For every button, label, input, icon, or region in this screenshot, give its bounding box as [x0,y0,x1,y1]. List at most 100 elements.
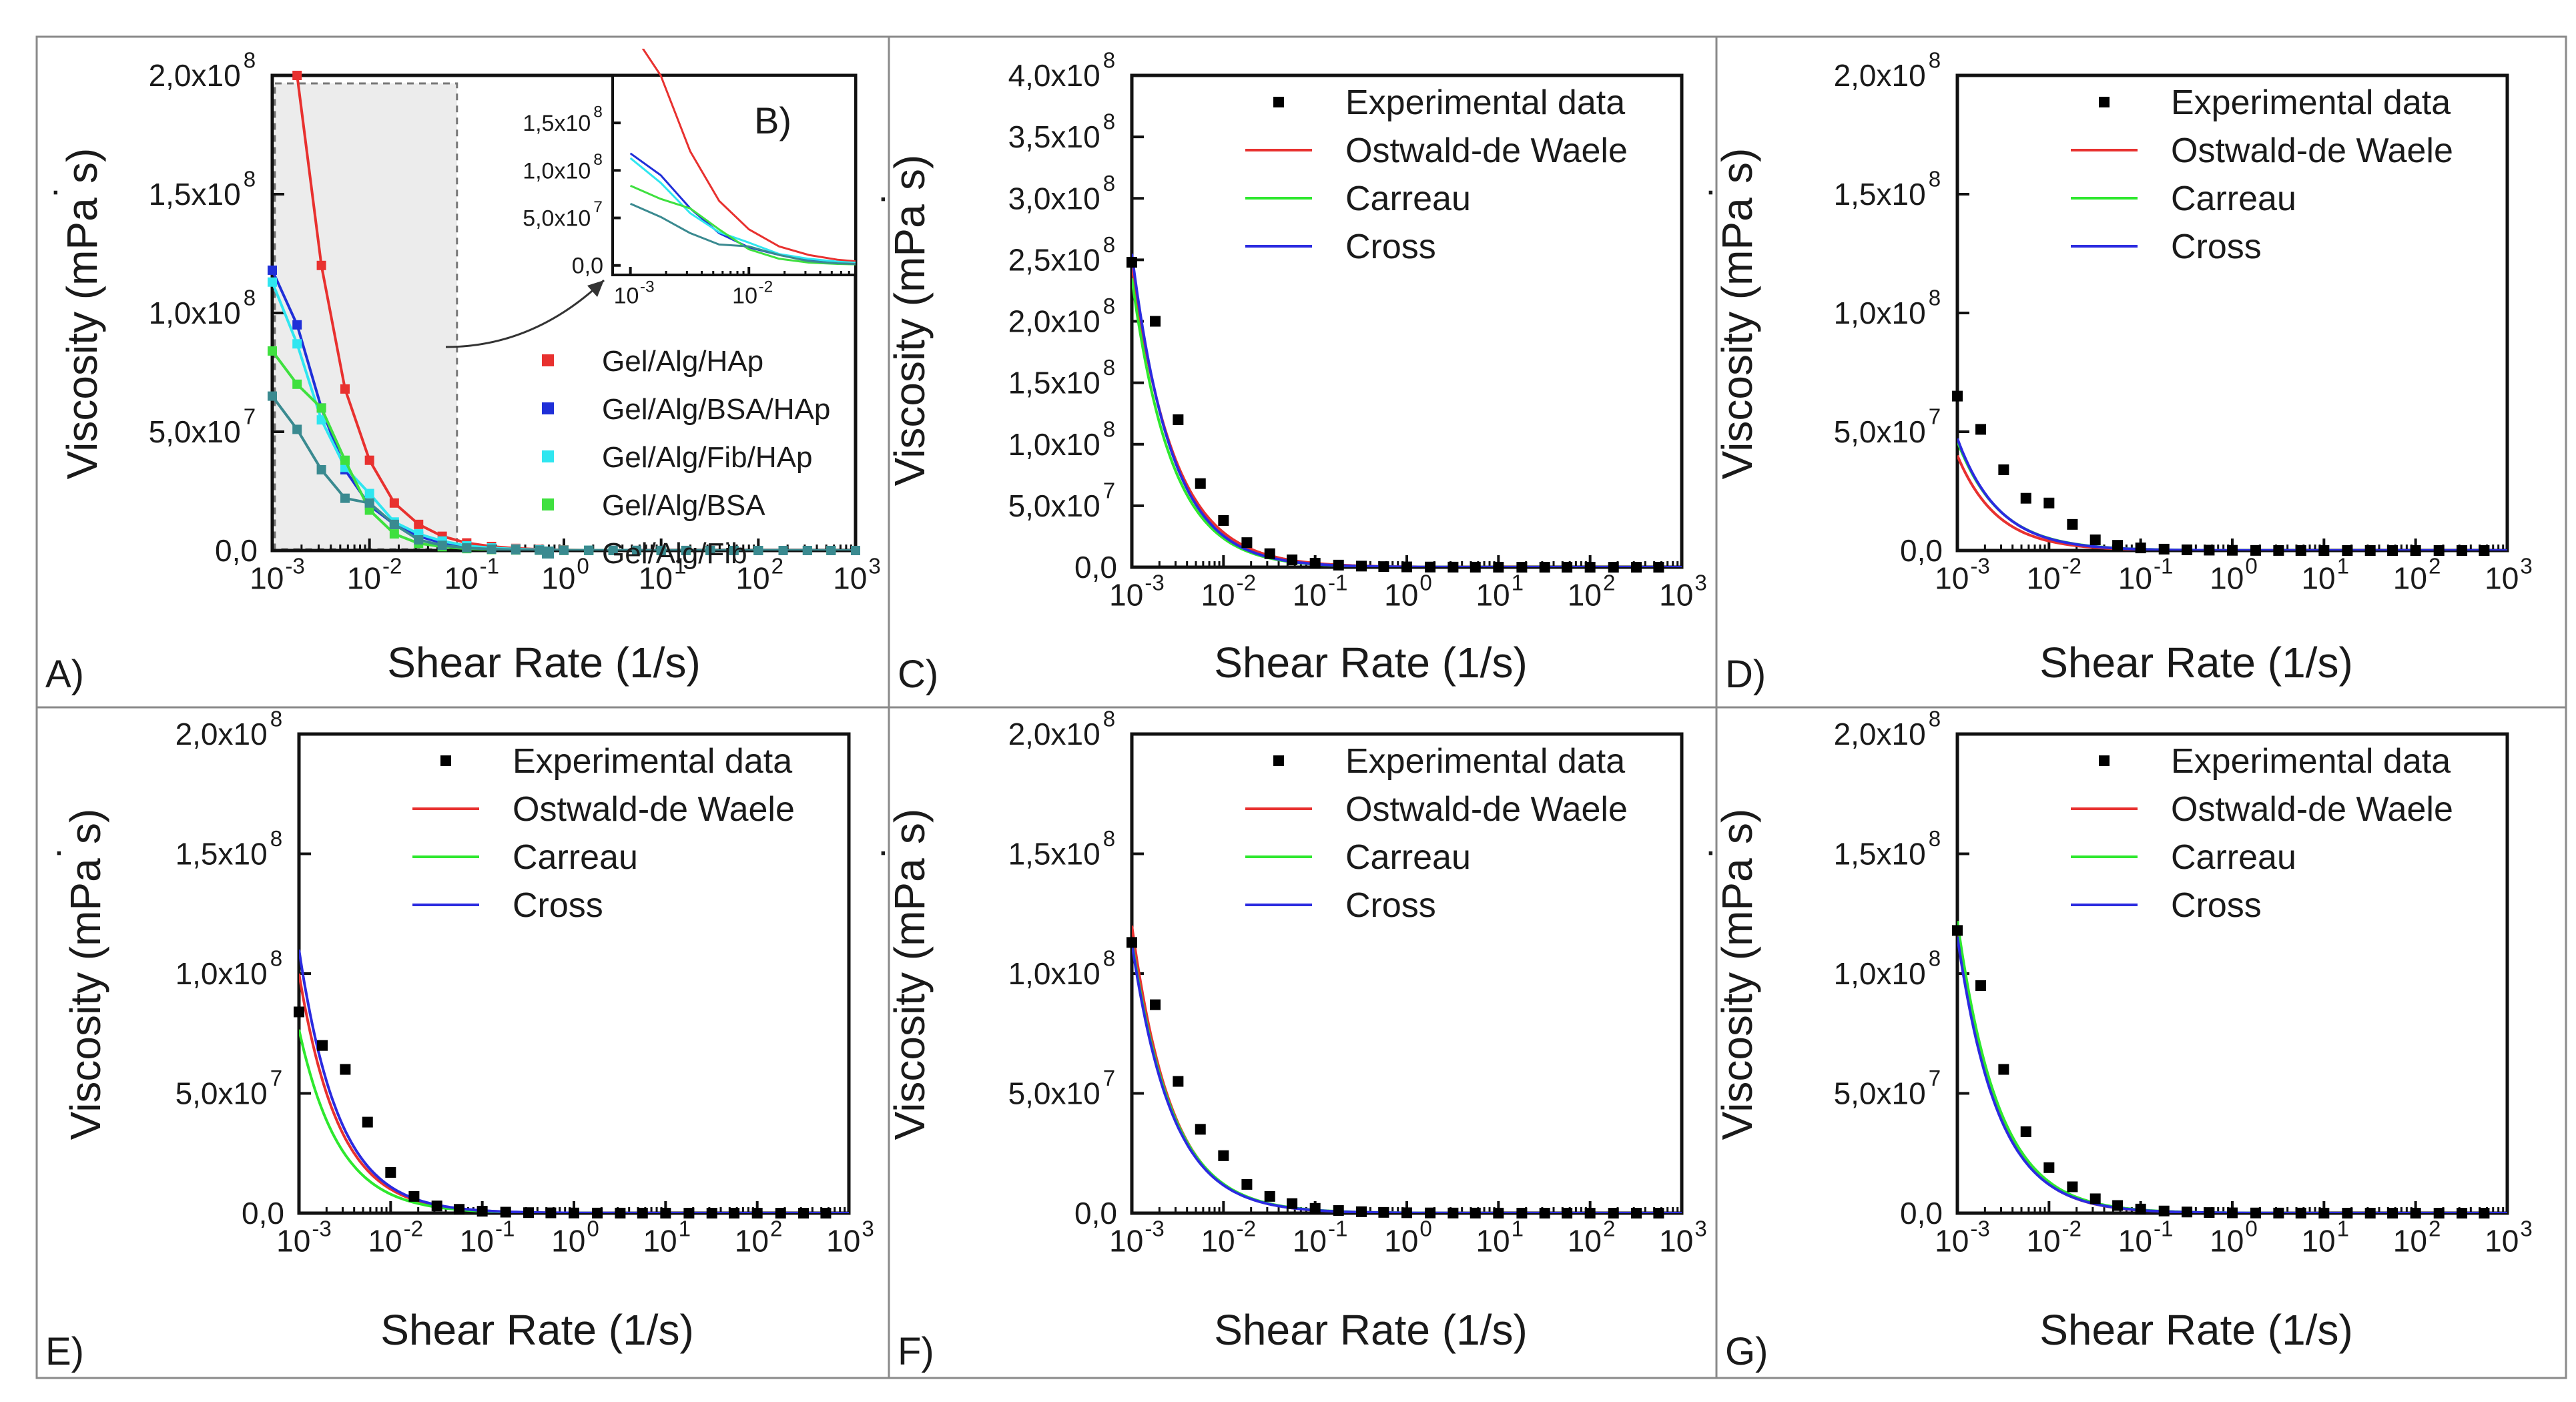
panel-e-ytick-exp: 8 [270,707,282,732]
panel-a-series-point [705,545,715,555]
panel-f-xtick-exp: -1 [1328,1217,1347,1242]
panel-f-x-axis-title: Shear Rate (1/s) [1214,1306,1528,1354]
panel-f-experimental-point [1309,1202,1321,1214]
panel-d-experimental-point [1975,424,1987,435]
panel-a-legend-marker [542,402,554,414]
panel-f-legend-label: Ostwald-de Waele [1345,790,1628,829]
panel-e-legend-label: Cross [513,886,603,925]
panel-f-ytick-exp: 8 [1103,707,1115,732]
panel-f-experimental-point [1493,1207,1504,1218]
panel-c-panel-label: C) [898,653,938,696]
panel-b-ytick-label: 1,5x10 [523,111,591,136]
panel-c-ytick-exp: 8 [1103,356,1115,380]
panel-e-experimental-point [545,1207,557,1218]
panel-g-legend-label: Ostwald-de Waele [2171,790,2453,829]
panel-g-xtick-exp: 2 [2429,1217,2441,1242]
panel-a-series-point [340,384,350,394]
panel-d-ytick-exp: 8 [1929,49,1941,73]
panel-a-y-axis-title: Viscosity (mPa˙s) [46,148,106,480]
panel-e-legend-marker [440,755,451,766]
panel-c-xtick-exp: -3 [1145,571,1164,596]
panel-c-ytick-exp: 8 [1103,49,1115,73]
panel-f-xtick-exp: 1 [1512,1217,1524,1242]
panel-f-ytick-label: 1,5x10 [1008,837,1100,871]
panel-e-xtick-exp: 0 [587,1217,599,1242]
panel-f-xtick-label: 10 [1568,1224,1602,1259]
panel-g-experimental-point [2250,1207,2262,1218]
panel-a-series-point [584,545,594,555]
panel-a-ytick-exp: 8 [244,167,256,192]
panel-b-xtick-label: 10 [732,284,757,309]
panel-d-experimental-point [2250,545,2262,556]
panel-e-experimental-point [775,1207,786,1218]
panel-a-xtick-exp: -1 [480,555,499,579]
panel-e-ostwald-de-waele-line [299,973,849,1213]
panel-e-legend-label: Ostwald-de Waele [513,790,795,829]
panel-f-xtick-exp: 3 [1694,1217,1706,1242]
y-title-dot: ˙ [49,844,97,858]
y-title-part: Viscosity (mPa [58,198,106,479]
panel-d-xtick-exp: 2 [2429,555,2441,579]
panel-a-series-point [511,545,521,555]
panel-d: 10 -3 10 -2 10 -1 10 0 10 1 10 2 10 30,05,0x10 71,0x10… [1701,49,2533,697]
panel-f-xtick-label: 10 [1476,1224,1510,1259]
panel-a-legend-label: Gel/Alg/BSA/HAp [602,393,830,426]
panel-g-experimental-point [2182,1206,2193,1218]
panel-b-series-line [629,202,856,266]
panel-b-label: B) [754,99,791,141]
panel-b-ytick-label: 5,0x10 [523,206,591,231]
panel-e-experimental-point [569,1207,579,1218]
panel-f-experimental-point [1608,1207,1619,1218]
panel-a-series-point [414,535,424,545]
panel-f-experimental-point [1264,1190,1275,1202]
panel-a-ytick-exp: 8 [244,286,256,311]
panel-e-experimental-point [500,1206,511,1218]
panel-c-legend-label: Experimental data [1345,83,1625,122]
panel-f-experimental-point [1562,1207,1573,1218]
panel-f-legend-label: Experimental data [1345,742,1625,781]
panel-d-experimental-point [2342,545,2353,556]
panel-c-ytick-label: 3,5x10 [1008,119,1100,154]
panel-c-xtick-label: 10 [1293,578,1327,613]
y-title-part: s) [886,155,934,190]
panel-c-xtick-label: 10 [1659,578,1693,613]
panel-f-experimental-point [1447,1207,1459,1218]
panel-c-ostwald-de-waele-line [1132,264,1682,567]
panel-g-experimental-point [1952,925,1963,936]
panel-a-ytick-exp: 7 [244,405,256,430]
panel-e-xtick-label: 10 [643,1224,677,1259]
panel-f-xtick-exp: -3 [1145,1217,1164,1242]
panel-d-xtick-label: 10 [2026,561,2060,596]
panel-a-series-point [340,455,350,465]
panel-c-xtick-label: 10 [1568,578,1602,613]
panel-c-legend-label: Ostwald-de Waele [1345,131,1628,170]
panel-f-experimental-point [1333,1205,1344,1216]
panel-d-experimental-point [2043,497,2055,508]
panel-g-xtick-label: 10 [1935,1224,1969,1259]
panel-a-series-point [316,464,326,474]
panel-f-ytick-label: 5,0x10 [1008,1076,1100,1111]
panel-f-panel-label: F) [898,1330,934,1373]
panel-d-experimental-point [2067,518,2078,530]
panel-a-series-point [753,545,763,555]
panel-g-experimental-point [2135,1203,2146,1214]
panel-c-legend-label: Carreau [1345,180,1471,218]
panel-g-experimental-point [2410,1207,2421,1218]
panel-e-xtick-label: 10 [826,1224,860,1259]
panel-f-experimental-point [1631,1207,1642,1218]
panel-e-xtick-label: 10 [276,1224,310,1259]
panel-f-xtick-exp: -2 [1237,1217,1256,1242]
panel-a-series-point [535,545,545,555]
panel-a: 10 -3 10 -2 10 -1 10 0 10 1 10 2 10 30,05,0x10 71,0x10… [45,49,881,697]
y-title-part: s) [61,809,109,844]
panel-a-series-point [316,403,326,413]
panel-g-experimental-point [2342,1207,2353,1218]
panel-e-xtick-exp: -2 [404,1217,423,1242]
panel-a-series-point [292,320,302,330]
panel-a-series-point [292,71,302,80]
panel-g-experimental-point [2387,1207,2398,1218]
panel-b-xtick-exp: -3 [640,278,655,296]
panel-c-ytick-exp: 8 [1103,171,1115,196]
panel-f-experimental-point [1401,1207,1412,1218]
panel-g-experimental-point [2479,1207,2490,1218]
